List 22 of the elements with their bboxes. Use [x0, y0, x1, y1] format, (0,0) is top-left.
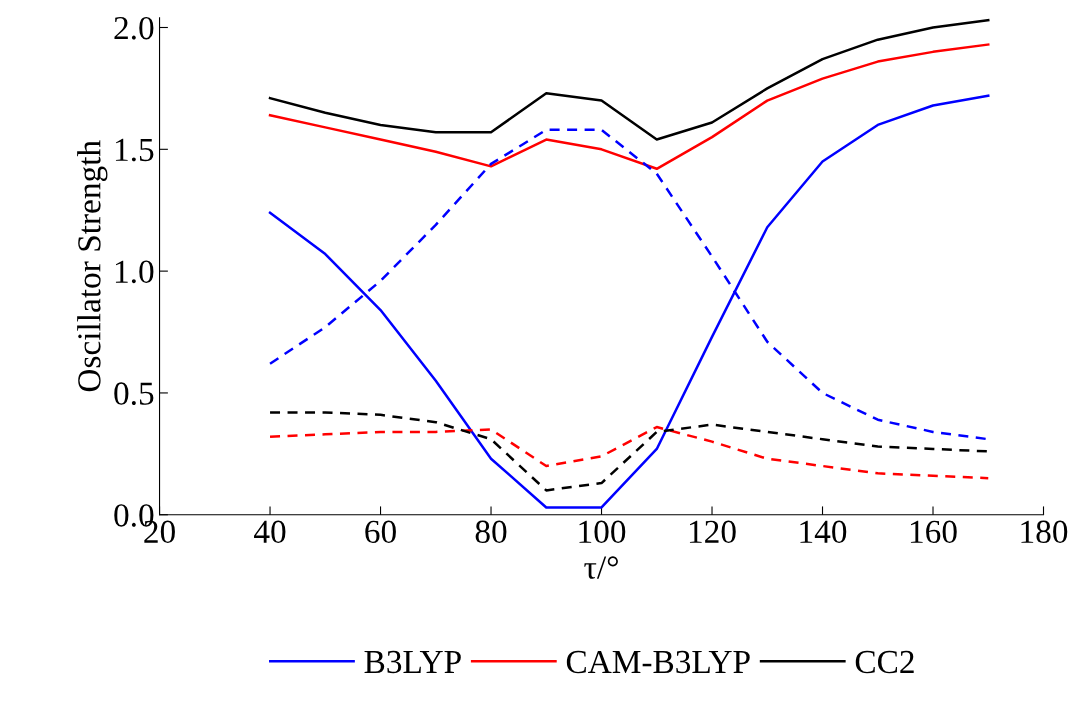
y-tick-label: 1.0 — [115, 260, 154, 284]
x-tick-label: 180 — [1021, 520, 1068, 544]
line-series — [268, 43, 990, 171]
x-tick-label: 120 — [689, 520, 736, 544]
x-tick-label: 160 — [910, 520, 957, 544]
legend-label: CAM-B3LYP — [566, 650, 750, 674]
x-tick-label: 60 — [365, 520, 396, 544]
x-tick-label: 100 — [579, 520, 626, 544]
y-tick-label: 2.0 — [114, 16, 154, 40]
x-tick-label: 80 — [475, 520, 507, 544]
y-tick-label: 1.5 — [115, 138, 154, 162]
line-series — [268, 411, 990, 492]
line-series — [268, 18, 990, 141]
legend-label: B3LYP — [364, 650, 461, 674]
legend-label: CC2 — [855, 650, 914, 674]
x-tick-label: 40 — [254, 520, 286, 544]
y-axis-title: Oscillator Strength — [77, 140, 108, 392]
line-series — [268, 425, 990, 480]
x-tick-label: 140 — [800, 520, 847, 544]
line-series — [268, 94, 990, 509]
y-tick-label: 0.5 — [114, 382, 154, 405]
x-axis-title: τ/° — [584, 556, 618, 579]
